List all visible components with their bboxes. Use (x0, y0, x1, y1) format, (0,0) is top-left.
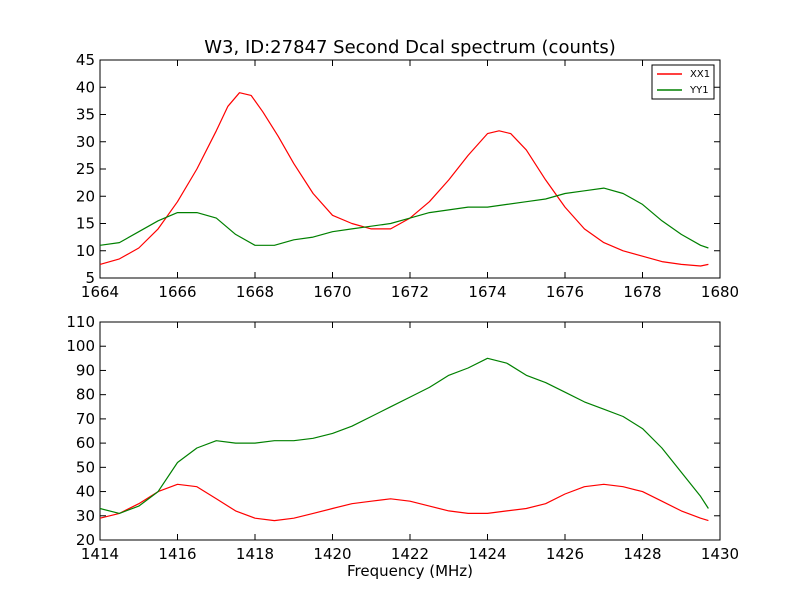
top-plot-frame (99, 59, 721, 279)
top-axis-ticks: 1664 1666 1668 1670 1672 1674 1676 1678 1680 5 10 1… (76, 51, 739, 301)
x-axis-label: Frequency (MHz) (347, 562, 473, 580)
bottom-x-tick-label: 1416 (158, 545, 196, 563)
bottom-y-tick-label: 30 (76, 507, 95, 525)
top-yy1-line (99, 187, 709, 249)
top-x-tick-label: 1676 (546, 283, 584, 301)
bottom-y-tick-label: 80 (76, 386, 95, 404)
top-y-tick-label: 35 (76, 106, 95, 124)
top-y-tick-label: 30 (76, 133, 95, 151)
legend-label-xx1: XX1 (690, 69, 710, 80)
top-x-tick-label: 1666 (158, 283, 196, 301)
top-y-tick-label: 5 (85, 269, 95, 287)
bottom-x-tick-label: 1424 (468, 545, 506, 563)
top-xx1-line (99, 92, 709, 267)
top-y-tick-label: 45 (76, 51, 95, 69)
top-x-tick-label: 1664 (81, 283, 119, 301)
top-x-tick-label: 1674 (468, 283, 506, 301)
bottom-spectrum-plot: 1414 1416 1418 1420 1422 1424 1426 1428 1430 20 30… (66, 313, 739, 563)
top-x-tick-label: 1670 (313, 283, 351, 301)
bottom-series-2-line (99, 357, 709, 515)
top-y-tick-label: 20 (76, 187, 95, 205)
bottom-y-tick-label: 100 (66, 337, 95, 355)
legend-box (651, 64, 715, 100)
bottom-x-tick-label: 1420 (313, 545, 351, 563)
top-x-tick-label: 1668 (236, 283, 274, 301)
top-y-tick-label: 25 (76, 160, 95, 178)
bottom-x-tick-label: 1414 (81, 545, 119, 563)
bottom-y-tick-label: 90 (76, 361, 95, 379)
bottom-y-tick-label: 20 (76, 531, 95, 549)
bottom-x-tick-label: 1430 (701, 545, 739, 563)
bottom-x-tick-label: 1428 (623, 545, 661, 563)
top-x-tick-label: 1680 (701, 283, 739, 301)
top-y-tick-label: 10 (76, 242, 95, 260)
bottom-series-1-line (99, 483, 709, 522)
bottom-y-tick-label: 50 (76, 458, 95, 476)
top-y-tick-label: 40 (76, 78, 95, 96)
top-x-tick-label: 1678 (623, 283, 661, 301)
bottom-y-tick-label: 60 (76, 434, 95, 452)
legend-label-yy1: YY1 (689, 85, 709, 96)
bottom-y-tick-label: 110 (66, 313, 95, 331)
top-series-group (99, 92, 709, 267)
top-x-tick-label: 1672 (391, 283, 429, 301)
top-spectrum-plot: 1664 1666 1668 1670 1672 1674 1676 1678 1680 5 10 1… (76, 51, 739, 301)
bottom-y-tick-label: 70 (76, 410, 95, 428)
top-y-tick-label: 15 (76, 215, 95, 233)
chart-title: W3, ID:27847 Second Dcal spectrum (count… (204, 37, 616, 58)
legend: XX1 YY1 (651, 64, 715, 100)
bottom-plot-frame (99, 321, 721, 541)
bottom-x-tick-label: 1418 (236, 545, 274, 563)
bottom-y-tick-label: 40 (76, 483, 95, 501)
bottom-x-tick-label: 1426 (546, 545, 584, 563)
bottom-axis-ticks: 1414 1416 1418 1420 1422 1424 1426 1428 1430 20 30… (66, 313, 739, 563)
bottom-x-tick-label: 1422 (391, 545, 429, 563)
bottom-series-group (99, 357, 709, 522)
